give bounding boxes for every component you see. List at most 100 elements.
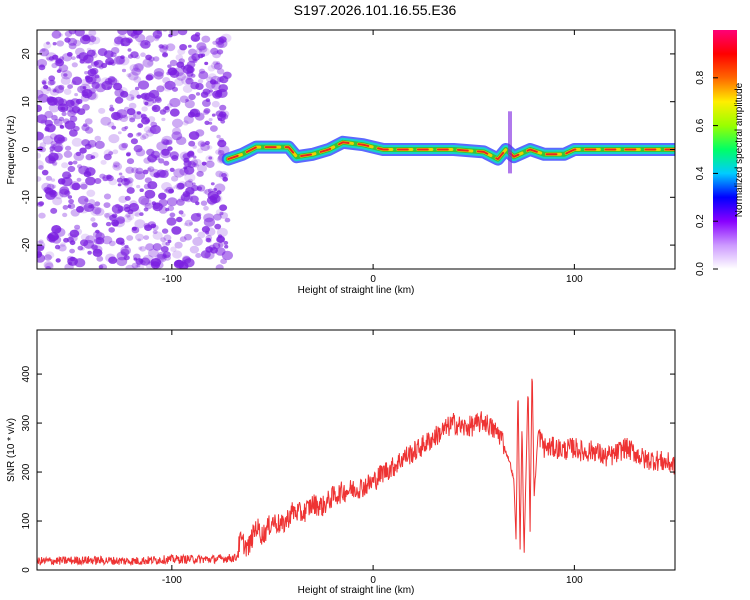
noise-blob [95,232,105,241]
noise-blob [60,242,66,247]
noise-blob [123,180,133,189]
noise-blob [217,139,227,148]
noise-blob [130,96,135,100]
noise-blob [135,132,141,137]
noise-blob [126,151,132,156]
noise-blob [94,140,105,149]
noise-blob [161,182,172,191]
noise-blob [179,44,188,51]
noise-blob [170,246,177,252]
noise-blob [103,202,111,209]
noise-blob [86,189,96,197]
bottom-y-tick-label: 300 [21,414,32,431]
noise-blob [58,33,63,37]
noise-blob [195,83,204,90]
noise-blob [71,56,76,60]
noise-blob [125,264,135,269]
noise-blob [77,195,89,205]
noise-blob [148,56,155,62]
noise-blob [197,148,204,154]
noise-blob [192,162,198,168]
noise-blob [185,77,194,85]
noise-blob [121,68,127,73]
top-y-axis-label: Frequency (Hz) [6,116,17,185]
noise-blob [66,52,73,57]
noise-blob [188,178,193,183]
noise-blob [182,84,193,93]
noise-blob [153,68,165,77]
noise-blob [200,143,210,152]
noise-blob [61,162,69,169]
noise-blob [67,165,76,173]
noise-blob [167,146,173,151]
noise-blob [76,177,82,182]
noise-blob [63,73,68,77]
noise-blob [218,145,230,155]
snr-panel: -100 0 100 0 100 200 300 400 Height of straight… [6,329,676,596]
noise-blob [37,201,40,206]
noise-blob [143,235,150,241]
noise-blob [100,116,112,126]
noise-blob [205,80,216,90]
noise-blob [60,76,71,85]
noise-blob [144,101,149,106]
noise-blob [92,248,103,257]
noise-blob [191,182,196,186]
noise-blob [45,190,56,200]
noise-blob [164,189,169,193]
noise-blob [219,104,227,111]
noise-blob [91,81,100,89]
noise-blob [129,117,136,123]
noise-blob [153,56,160,62]
noise-blob [52,197,63,206]
noise-blob [115,165,120,169]
noise-blob [142,169,149,175]
noise-blob [183,63,193,72]
noise-blob [120,248,130,256]
noise-blob [47,96,58,106]
noise-blob [116,216,125,224]
noise-blob [151,201,157,206]
noise-blob [40,119,47,125]
noise-blob [75,151,82,157]
noise-blob [216,190,222,195]
noise-blob [62,205,69,210]
noise-blob [176,72,187,81]
noise-blob [167,64,172,68]
noise-blob [134,219,146,229]
noise-blob [163,254,171,261]
noise-blob [162,52,168,57]
noise-blob [195,201,200,206]
noise-blob [183,258,195,268]
chart-title: S197.2026.101.16.55.E36 [293,2,457,18]
noise-blob [87,65,92,69]
noise-blob [67,174,72,178]
noise-blob [140,257,151,266]
noise-blob [216,134,221,139]
noise-blob [207,188,214,193]
noise-blob [60,70,73,80]
noise-blob [212,50,222,59]
noise-blob [147,181,158,190]
noise-blob [166,139,173,145]
noise-blob [50,207,58,214]
noise-blob [62,171,72,179]
noise-blob [204,140,210,146]
noise-blob [169,189,175,193]
noise-blob [94,201,101,207]
noise-blob [218,84,228,93]
noise-blob [63,118,70,124]
noise-blob [161,135,173,145]
top-y-tick-label: 0 [21,146,32,152]
noise-blob [161,241,168,247]
noise-blob [67,204,72,208]
noise-blob [64,120,76,130]
noise-blob [191,185,199,192]
noise-blob [184,219,193,227]
noise-blob [40,63,45,68]
colorbar-tick-label: 0.0 [695,262,706,276]
top-y-tick-label: -10 [21,190,32,205]
noise-blob [45,52,57,62]
noise-blob [111,111,121,121]
noise-blob [37,159,44,170]
